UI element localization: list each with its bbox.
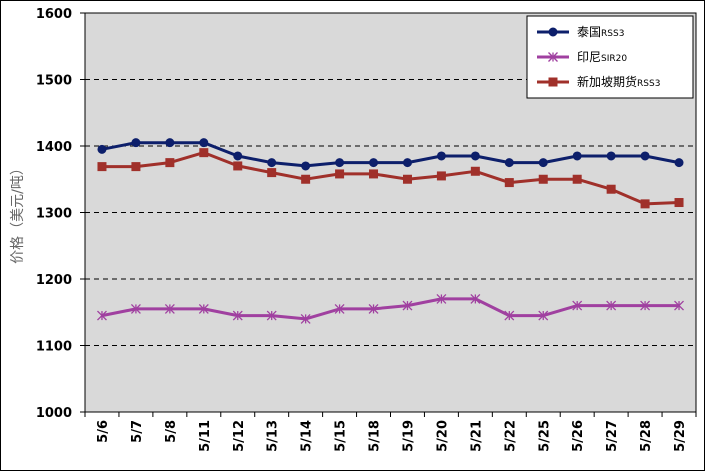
series-line-2 (102, 151, 680, 206)
series-1-point (538, 310, 549, 321)
x-tick-label: 5/13 (266, 420, 281, 452)
series-1-point (300, 313, 311, 324)
series-2-point (538, 174, 548, 184)
x-tick-label: 5/19 (401, 420, 416, 452)
series-2-point (233, 161, 243, 171)
x-tick-label: 5/15 (334, 420, 349, 452)
series-0-point (538, 158, 548, 168)
series-0-point (267, 158, 277, 168)
series-line-0 (101, 141, 680, 168)
series-2-point (97, 162, 107, 172)
series-1-point (130, 303, 141, 314)
series-1-point (266, 310, 277, 321)
y-tick-label: 1600 (36, 7, 72, 22)
series-2-point (436, 171, 446, 181)
series-1-point (606, 300, 617, 311)
series-1-point (572, 300, 583, 311)
y-tick-label: 1300 (36, 207, 72, 222)
series-1-point (198, 303, 209, 314)
series-0-point (504, 158, 514, 168)
series-0-point (199, 138, 209, 148)
series-0-point (233, 151, 243, 161)
y-axis-title: 价格（美元/吨） (10, 161, 26, 264)
series-0-point (470, 151, 480, 161)
legend-marker-1 (548, 52, 558, 62)
series-2-point (572, 174, 582, 184)
series-2-point (301, 174, 311, 184)
series-2-point (504, 178, 514, 188)
x-tick-label: 5/8 (164, 420, 179, 443)
series-2-point (606, 184, 616, 194)
series-0-point (301, 161, 311, 171)
y-tick-label: 1100 (36, 340, 72, 355)
x-tick-label: 5/7 (130, 420, 145, 443)
series-1-point (402, 300, 413, 311)
series-2-point (199, 148, 209, 158)
series-1-point (164, 303, 175, 314)
series-2-point (640, 199, 650, 209)
series-0-point (402, 158, 412, 168)
series-2-point (335, 169, 345, 179)
series-0-point (131, 138, 141, 148)
series-1-point (674, 300, 684, 311)
y-tick-label: 1000 (36, 406, 72, 421)
x-tick-label: 5/28 (639, 420, 654, 452)
legend-label-2: 新加坡期货RSS3 (577, 74, 660, 89)
series-2-point (267, 168, 277, 178)
series-0-point (572, 151, 582, 161)
series-1-point (436, 293, 447, 304)
x-tick-label: 5/20 (435, 420, 450, 452)
legend-marker-2 (548, 77, 558, 87)
x-tick-label: 5/25 (537, 420, 552, 452)
x-tick-label: 5/6 (96, 420, 111, 443)
series-1-point (232, 310, 243, 321)
series-line-1 (101, 297, 679, 321)
series-1-point (640, 300, 651, 311)
series-2-point (131, 162, 141, 172)
series-0-point (674, 158, 684, 168)
x-tick-label: 5/22 (503, 420, 518, 452)
series-2-point (369, 169, 379, 179)
x-tick-label: 5/18 (368, 420, 383, 452)
series-2-point (470, 166, 480, 176)
legend-label-0: 泰国RSS3 (577, 25, 624, 39)
x-tick-label: 5/27 (605, 420, 620, 452)
series-0-point (165, 138, 175, 148)
y-tick-label: 1500 (36, 74, 72, 89)
y-tick-label: 1200 (36, 273, 72, 288)
x-tick-label: 5/26 (571, 420, 586, 452)
series-0-point (335, 158, 345, 168)
series-2-point (674, 198, 684, 208)
series-0-point (436, 151, 446, 161)
series-1-point (470, 293, 481, 304)
series-1-point (504, 310, 515, 321)
x-tick-label: 5/29 (673, 420, 688, 452)
x-tick-label: 5/21 (469, 420, 484, 452)
legend-marker-0 (548, 27, 558, 37)
legend-label-1: 印尼SIR20 (577, 50, 627, 64)
series-0-point (97, 144, 107, 154)
series-2-point (402, 174, 412, 184)
x-tick-label: 5/14 (300, 420, 315, 452)
y-tick-label: 1400 (36, 140, 72, 155)
series-1-point (334, 303, 345, 314)
series-2-point (165, 158, 175, 168)
series-1-point (97, 310, 107, 321)
x-tick-label: 5/12 (232, 420, 247, 452)
series-1-point (368, 303, 379, 314)
x-tick-label: 5/11 (198, 420, 213, 452)
series-0-point (369, 158, 379, 168)
series-0-point (640, 151, 650, 161)
series-0-point (606, 151, 616, 161)
